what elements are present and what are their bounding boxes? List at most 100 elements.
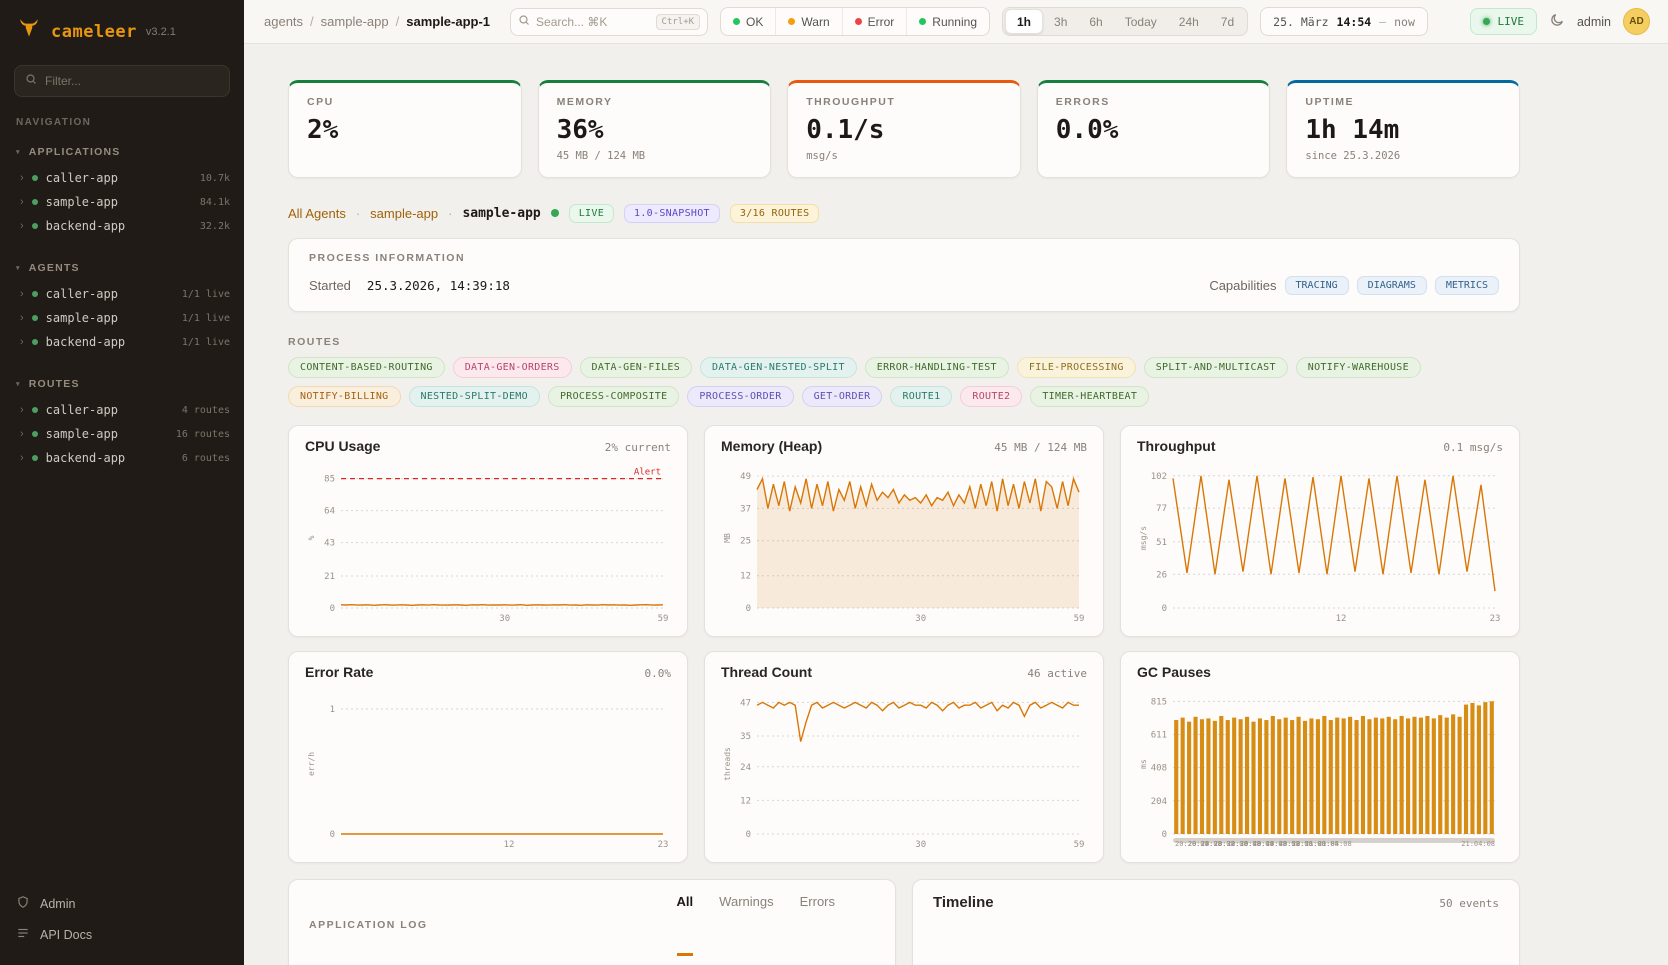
process-information-panel: PROCESS INFORMATION Started 25.3.2026, 1… — [288, 238, 1520, 312]
sidebar-item-routes-backend-app[interactable]: ›backend-app6 routes — [0, 446, 244, 470]
time-range-7d[interactable]: 7d — [1210, 9, 1245, 34]
section-header-routes[interactable]: ▾ROUTES — [0, 374, 244, 398]
route-chip-process-composite[interactable]: PROCESS-COMPOSITE — [548, 386, 679, 407]
chart-title: GC Pauses — [1137, 664, 1211, 680]
section-header-agents[interactable]: ▾AGENTS — [0, 258, 244, 282]
sidebar-item-applications-backend-app[interactable]: ›backend-app32.2k — [0, 214, 244, 238]
chart-current-value: 46 active — [1027, 667, 1087, 680]
capability-badge-tracing: TRACING — [1285, 276, 1349, 295]
sidebar-item-agents-caller-app[interactable]: ›caller-app1/1 live — [0, 282, 244, 306]
sidebar-item-admin[interactable]: Admin — [16, 895, 228, 912]
time-range-6h[interactable]: 6h — [1078, 9, 1113, 34]
time-range-today[interactable]: Today — [1114, 9, 1168, 34]
route-chip-file-processing[interactable]: FILE-PROCESSING — [1017, 357, 1136, 378]
sidebar-item-api-docs[interactable]: API Docs — [16, 926, 228, 943]
filter-input[interactable] — [45, 74, 219, 88]
svg-text:49: 49 — [740, 472, 751, 482]
date-range-widget[interactable]: 25. März 14:54 — now — [1260, 7, 1428, 36]
kpi-value: 1h 14m — [1305, 115, 1501, 145]
chart-canvas-gc-pauses: 0204408611815ms20:20:0820:24:0820:28:082… — [1137, 682, 1503, 850]
route-chip-data-gen-orders[interactable]: DATA-GEN-ORDERS — [453, 357, 572, 378]
section-header-applications[interactable]: ▾APPLICATIONS — [0, 142, 244, 166]
sidebar-item-agents-backend-app[interactable]: ›backend-app1/1 live — [0, 330, 244, 354]
item-label: backend-app — [46, 335, 125, 349]
log-tab-errors[interactable]: Errors — [800, 894, 835, 956]
route-chip-content-based-routing[interactable]: CONTENT-BASED-ROUTING — [288, 357, 445, 378]
chart-card-memory-heap: Memory (Heap)45 MB / 124 MB012253749MB30… — [704, 425, 1104, 637]
started-value: 25.3.2026, 14:39:18 — [367, 278, 510, 293]
log-tab-all[interactable]: All — [677, 894, 694, 956]
date-range-end: now — [1394, 15, 1415, 29]
log-tab-warnings[interactable]: Warnings — [719, 894, 773, 956]
route-chip-route2[interactable]: ROUTE2 — [960, 386, 1022, 407]
sidebar-item-applications-sample-app[interactable]: ›sample-app84.1k — [0, 190, 244, 214]
avatar[interactable]: AD — [1623, 8, 1650, 35]
route-chip-notify-warehouse[interactable]: NOTIFY-WAREHOUSE — [1296, 357, 1421, 378]
chart-card-error-rate: Error Rate0.0%01err/h1223 — [288, 651, 688, 863]
sidebar-item-applications-caller-app[interactable]: ›caller-app10.7k — [0, 166, 244, 190]
svg-text:0: 0 — [330, 604, 335, 614]
route-chip-get-order[interactable]: GET-ORDER — [802, 386, 883, 407]
route-chip-timer-heartbeat[interactable]: TIMER-HEARTBEAT — [1030, 386, 1149, 407]
svg-text:24: 24 — [740, 763, 751, 773]
theme-toggle-button[interactable] — [1549, 12, 1565, 31]
capability-badge-metrics: METRICS — [1435, 276, 1499, 295]
route-chip-data-gen-nested-split[interactable]: DATA-GEN-NESTED-SPLIT — [700, 357, 857, 378]
svg-text:64: 64 — [324, 507, 335, 517]
time-range-24h[interactable]: 24h — [1168, 9, 1210, 34]
route-chip-process-order[interactable]: PROCESS-ORDER — [687, 386, 793, 407]
svg-text:12: 12 — [1336, 614, 1347, 624]
time-range-1h[interactable]: 1h — [1005, 9, 1043, 34]
item-meta: 1/1 live — [182, 313, 230, 324]
agent-link-all-agents[interactable]: All Agents — [288, 206, 346, 221]
sidebar-item-routes-caller-app[interactable]: ›caller-app4 routes — [0, 398, 244, 422]
kpi-value: 36% — [557, 115, 753, 145]
route-chip-data-gen-files[interactable]: DATA-GEN-FILES — [580, 357, 693, 378]
breadcrumb: agents / sample-app / sample-app-1 — [264, 14, 490, 29]
route-chip-error-handling-test[interactable]: ERROR-HANDLING-TEST — [865, 357, 1009, 378]
status-filter-running[interactable]: Running — [906, 8, 989, 35]
status-filter-ok[interactable]: OK — [721, 8, 775, 35]
svg-text:0: 0 — [1162, 830, 1167, 840]
item-meta: 1/1 live — [182, 337, 230, 348]
route-chip-split-and-multicast[interactable]: SPLIT-AND-MULTICAST — [1144, 357, 1288, 378]
route-chip-route1[interactable]: ROUTE1 — [890, 386, 952, 407]
chart-header: Thread Count46 active — [721, 664, 1087, 680]
moon-icon — [1549, 12, 1565, 31]
chart-current-value: 2% current — [605, 441, 671, 454]
svg-text:MB: MB — [723, 533, 732, 543]
chevron-right-icon: › — [20, 313, 24, 324]
chart-current-value: 45 MB / 124 MB — [994, 441, 1087, 454]
status-dot-icon — [32, 455, 38, 461]
search-input[interactable] — [536, 15, 649, 29]
sidebar-section-applications: ▾APPLICATIONS›caller-app10.7k›sample-app… — [0, 142, 244, 238]
kpi-row: CPU2%MEMORY36%45 MB / 124 MBTHROUGHPUT0.… — [288, 80, 1520, 178]
item-meta: 1/1 live — [182, 289, 230, 300]
status-filter-warn[interactable]: Warn — [775, 8, 841, 35]
agent-link-sample-app[interactable]: sample-app — [370, 206, 438, 221]
time-range-3h[interactable]: 3h — [1043, 9, 1078, 34]
breadcrumb-sample-app[interactable]: sample-app — [321, 14, 389, 29]
sidebar-item-routes-sample-app[interactable]: ›sample-app16 routes — [0, 422, 244, 446]
capability-badge-diagrams: DIAGRAMS — [1357, 276, 1427, 295]
svg-text:35: 35 — [740, 732, 751, 742]
chart-header: Throughput0.1 msg/s — [1137, 438, 1503, 454]
svg-text:23: 23 — [658, 840, 669, 850]
route-chip-nested-split-demo[interactable]: NESTED-SPLIT-DEMO — [409, 386, 540, 407]
sidebar-item-agents-sample-app[interactable]: ›sample-app1/1 live — [0, 306, 244, 330]
svg-text:59: 59 — [1074, 614, 1085, 624]
route-chip-notify-billing[interactable]: NOTIFY-BILLING — [288, 386, 401, 407]
breadcrumb-agents[interactable]: agents — [264, 14, 303, 29]
status-filter-error[interactable]: Error — [842, 8, 907, 35]
item-meta: 6 routes — [182, 453, 230, 464]
kpi-label: MEMORY — [557, 96, 753, 108]
live-status-badge[interactable]: LIVE — [1470, 8, 1537, 35]
chart-card-thread-count: Thread Count46 active012243547threads305… — [704, 651, 1104, 863]
agent-breadcrumb-row: All Agents·sample-app·sample-appLIVE1.0-… — [288, 202, 1520, 224]
status-dot-icon — [733, 18, 740, 25]
svg-text:51: 51 — [1156, 538, 1167, 548]
chart-canvas-thread-count: 012243547threads3059 — [721, 682, 1087, 850]
svg-text:37: 37 — [740, 504, 751, 514]
item-meta: 32.2k — [200, 221, 230, 232]
svg-text:0: 0 — [330, 830, 335, 840]
